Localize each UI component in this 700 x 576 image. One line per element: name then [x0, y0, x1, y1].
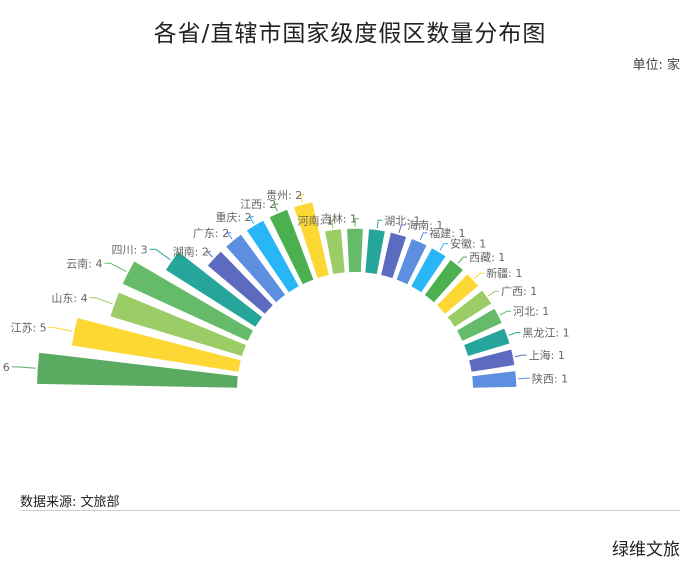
rose-sector-14[interactable] [396, 239, 427, 285]
leader-line-18 [488, 290, 499, 297]
data-label-21: 上海: 1 [529, 348, 565, 362]
leader-line-10 [331, 219, 336, 229]
rose-sector-8[interactable] [269, 209, 314, 285]
rose-sector-2[interactable] [110, 292, 246, 356]
leader-line-16 [457, 256, 468, 264]
data-source: 数据来源: 文旅部 [20, 495, 120, 510]
chart-title: 各省/直辖市国家级度假区数量分布图 [153, 21, 547, 47]
leader-line-19 [499, 310, 512, 316]
rose-sector-12[interactable] [365, 229, 385, 274]
rose-sector-4[interactable] [165, 252, 263, 327]
rose-sector-6[interactable] [226, 234, 286, 303]
data-label-8: 江西: 2 [240, 198, 276, 211]
rose-sector-20[interactable] [464, 328, 510, 356]
rose-sector-13[interactable] [381, 232, 407, 279]
rose-sector-15[interactable] [411, 248, 446, 293]
data-label-9: 贵州: 2 [266, 189, 302, 202]
leader-line-20 [508, 332, 521, 336]
leader-line-8 [273, 203, 279, 212]
rose-sector-1[interactable] [71, 318, 241, 372]
data-label-11: 吉林: 1 [321, 212, 357, 226]
leader-line-3 [104, 262, 127, 273]
data-label-22: 陕西: 1 [532, 371, 568, 385]
data-label-12: 湖北: 1 [384, 214, 420, 227]
data-label-20: 黑龙江: 1 [522, 327, 569, 340]
leader-line-9 [299, 194, 305, 203]
leader-line-17 [474, 272, 485, 279]
data-label-1: 江苏: 5 [10, 322, 46, 335]
leader-line-1 [48, 327, 73, 332]
data-label-18: 广西: 1 [501, 285, 537, 298]
rose-sector-22[interactable] [472, 371, 517, 388]
rose-sector-17[interactable] [437, 274, 479, 314]
footer-divider [20, 510, 680, 511]
leader-line-14 [419, 232, 428, 241]
data-label-16: 西藏: 1 [469, 251, 505, 264]
rose-sector-7[interactable] [246, 220, 299, 293]
leader-line-7 [248, 216, 255, 224]
rose-sector-0[interactable] [37, 352, 238, 388]
data-label-10: 河南: 1 [297, 214, 333, 227]
rose-sector-10[interactable] [325, 229, 345, 274]
rose-sector-9[interactable] [294, 202, 329, 279]
leader-line-12 [376, 219, 383, 229]
brand-name: 绿维文旅 [612, 540, 680, 560]
data-label-5: 湖南: 2 [173, 246, 209, 259]
leader-line-5 [205, 251, 214, 258]
rose-sector-16[interactable] [424, 260, 463, 303]
rose-sector-3[interactable] [122, 261, 253, 341]
leader-line-11 [354, 218, 359, 227]
rose-sector-18[interactable] [447, 290, 492, 327]
data-label-19: 河北: 1 [513, 305, 549, 318]
data-label-4: 四川: 3 [111, 243, 147, 256]
data-label-0: 浙江: 6 [0, 361, 10, 374]
leader-line-21 [514, 354, 527, 358]
leader-line-2 [89, 297, 113, 305]
leader-line-4 [149, 248, 171, 261]
data-label-15: 安徽: 1 [450, 237, 486, 251]
data-label-6: 广东: 2 [193, 227, 229, 240]
leader-line-15 [439, 243, 448, 251]
leader-line-6 [226, 232, 233, 240]
data-label-17: 新疆: 1 [486, 266, 522, 280]
unit-label: 单位: 家 [632, 58, 680, 73]
leader-line-13 [398, 224, 406, 233]
data-label-3: 云南: 4 [66, 257, 102, 270]
rose-sector-21[interactable] [469, 349, 515, 372]
data-label-2: 山东: 4 [51, 292, 87, 305]
leader-line-0 [11, 366, 36, 369]
data-label-7: 重庆: 2 [215, 210, 251, 224]
data-label-14: 福建: 1 [429, 226, 465, 240]
rose-sector-11[interactable] [347, 228, 363, 273]
rose-sector-5[interactable] [207, 251, 273, 314]
leader-line-22 [517, 377, 530, 380]
rose-sector-19[interactable] [457, 308, 502, 341]
data-label-13: 海南: 1 [407, 218, 443, 232]
rose-chart: 浙江: 6 江苏: 5 山东: 4 云南: 4 四川: 3 湖南: 2 广东: 2 重庆: 2… [0, 189, 570, 388]
